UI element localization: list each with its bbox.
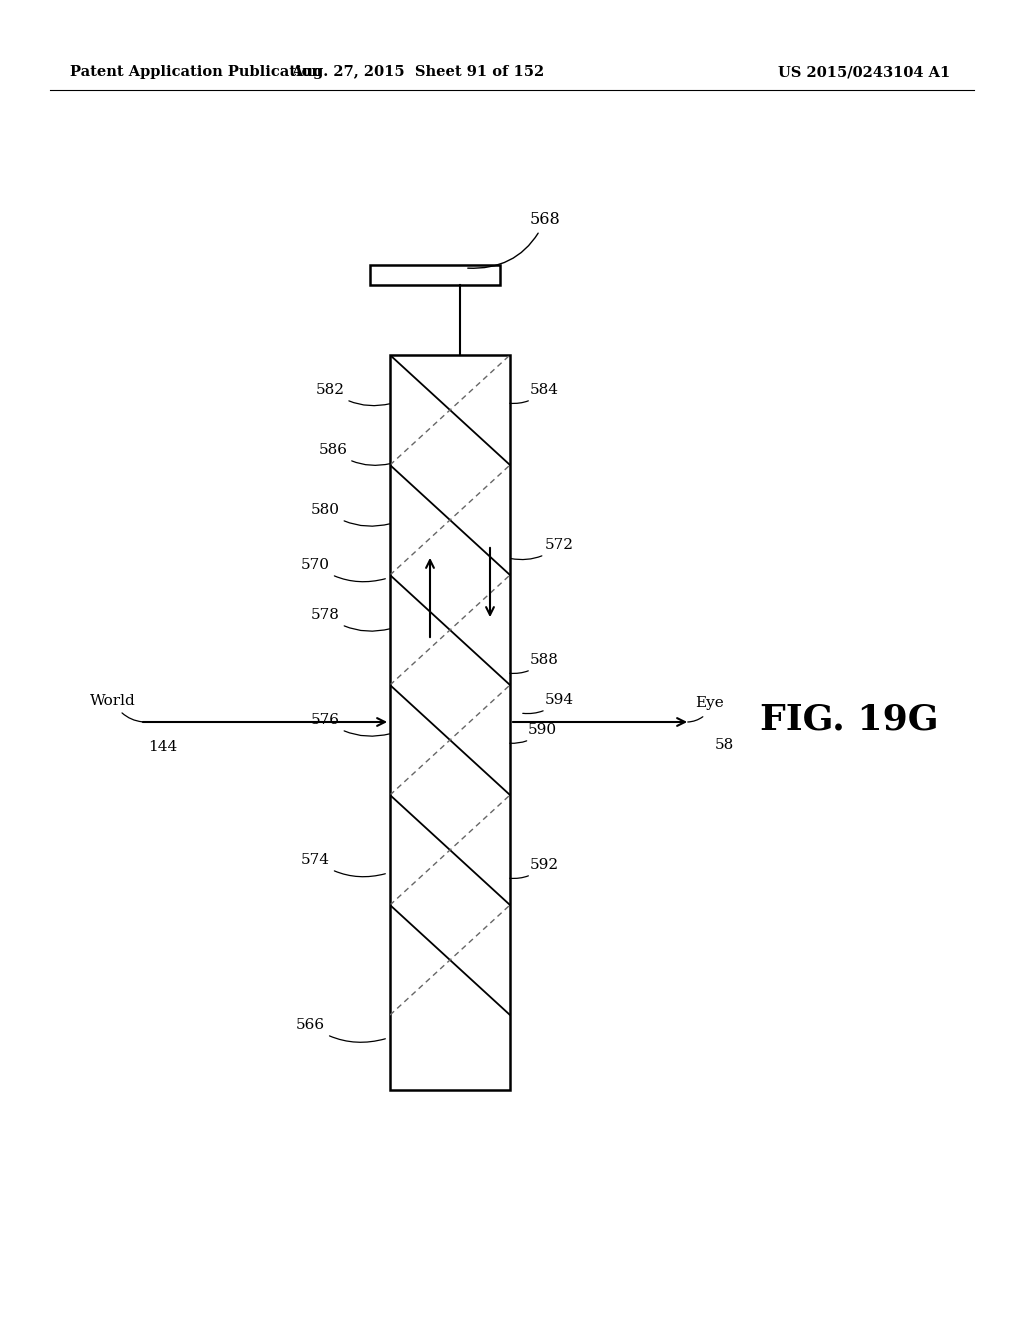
Text: 586: 586 [319,444,390,466]
Text: 580: 580 [311,503,390,527]
Text: 582: 582 [316,383,390,405]
Text: 594: 594 [523,693,574,714]
Text: 592: 592 [510,858,559,878]
Text: 570: 570 [301,558,385,582]
Bar [370,265,500,285]
Text: 144: 144 [148,741,177,754]
Text: 578: 578 [311,609,390,631]
Text: 588: 588 [510,653,559,673]
Bar [390,355,510,1090]
Text: World: World [90,694,136,708]
Text: US 2015/0243104 A1: US 2015/0243104 A1 [778,65,950,79]
Text: 576: 576 [311,713,390,737]
Text: 584: 584 [510,383,559,404]
Text: Aug. 27, 2015  Sheet 91 of 152: Aug. 27, 2015 Sheet 91 of 152 [292,65,545,79]
Text: 568: 568 [468,211,561,268]
Text: 572: 572 [511,539,574,560]
Text: Eye: Eye [695,696,724,710]
Text: 574: 574 [301,853,385,876]
Text: 566: 566 [296,1018,385,1043]
Text: 590: 590 [510,723,557,743]
Text: 58: 58 [715,738,734,752]
Text: Patent Application Publication: Patent Application Publication [70,65,322,79]
Text: FIG. 19G: FIG. 19G [760,704,939,737]
